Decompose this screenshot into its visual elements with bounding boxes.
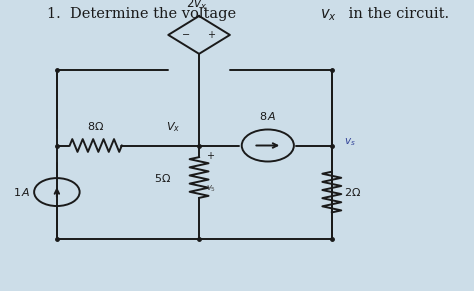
Text: +: + [207, 30, 215, 40]
Text: $5\Omega$: $5\Omega$ [154, 171, 171, 184]
Text: $1\,A$: $1\,A$ [13, 186, 31, 198]
Text: $8\Omega$: $8\Omega$ [87, 120, 104, 132]
Text: +: + [206, 151, 214, 161]
Text: $v_5$: $v_5$ [206, 184, 216, 194]
Text: $2v_x$: $2v_x$ [186, 0, 208, 12]
Text: $v_s$: $v_s$ [344, 137, 356, 148]
Text: $V_x$: $V_x$ [166, 120, 180, 134]
Text: 1.  Determine the voltage: 1. Determine the voltage [47, 7, 241, 21]
Text: in the circuit.: in the circuit. [344, 7, 449, 21]
Text: −: − [182, 30, 190, 40]
Text: $2\Omega$: $2\Omega$ [344, 186, 361, 198]
Text: $8\,A$: $8\,A$ [259, 110, 277, 122]
Text: $v_x$: $v_x$ [320, 7, 337, 23]
